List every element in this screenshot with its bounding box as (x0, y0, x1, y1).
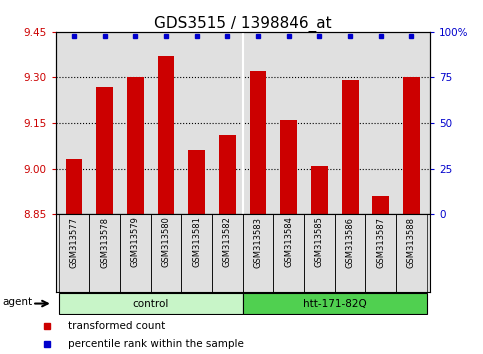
Bar (96, 87, 113, 214)
Text: agent: agent (3, 297, 33, 307)
Bar (219, 135, 236, 214)
Text: GSM313584: GSM313584 (284, 217, 293, 267)
Bar (280, 120, 297, 214)
Text: GSM313582: GSM313582 (223, 217, 232, 267)
Bar (181, 214, 212, 292)
Text: htt-171-82Q: htt-171-82Q (303, 298, 367, 309)
Text: GSM313585: GSM313585 (315, 217, 324, 267)
Text: GSM313577: GSM313577 (70, 217, 78, 268)
Text: percentile rank within the sample: percentile rank within the sample (69, 339, 244, 349)
Bar (396, 214, 427, 292)
Text: GSM313588: GSM313588 (407, 217, 416, 268)
Bar (366, 214, 396, 292)
Bar (335, 214, 366, 292)
Text: GSM313578: GSM313578 (100, 217, 109, 268)
Bar (127, 78, 144, 214)
Bar (311, 166, 328, 214)
Bar (188, 150, 205, 214)
Bar (58, 214, 89, 292)
Bar (120, 214, 151, 292)
Text: transformed count: transformed count (69, 321, 166, 331)
Text: GSM313583: GSM313583 (254, 217, 263, 268)
Bar (212, 214, 243, 292)
Bar (157, 56, 174, 214)
Bar (243, 214, 273, 292)
Bar (341, 80, 358, 214)
Bar (273, 214, 304, 292)
Text: GSM313587: GSM313587 (376, 217, 385, 268)
Bar (250, 72, 267, 214)
Text: GSM313579: GSM313579 (131, 217, 140, 267)
Text: GSM313581: GSM313581 (192, 217, 201, 267)
Bar (66, 160, 83, 214)
Bar (89, 214, 120, 292)
Text: control: control (132, 298, 169, 309)
FancyBboxPatch shape (58, 293, 243, 314)
Text: GSM313586: GSM313586 (346, 217, 355, 268)
Text: GSM313580: GSM313580 (161, 217, 170, 267)
Bar (304, 214, 335, 292)
Bar (372, 196, 389, 214)
Bar (151, 214, 181, 292)
Title: GDS3515 / 1398846_at: GDS3515 / 1398846_at (154, 16, 331, 32)
Bar (403, 78, 420, 214)
FancyBboxPatch shape (243, 293, 427, 314)
